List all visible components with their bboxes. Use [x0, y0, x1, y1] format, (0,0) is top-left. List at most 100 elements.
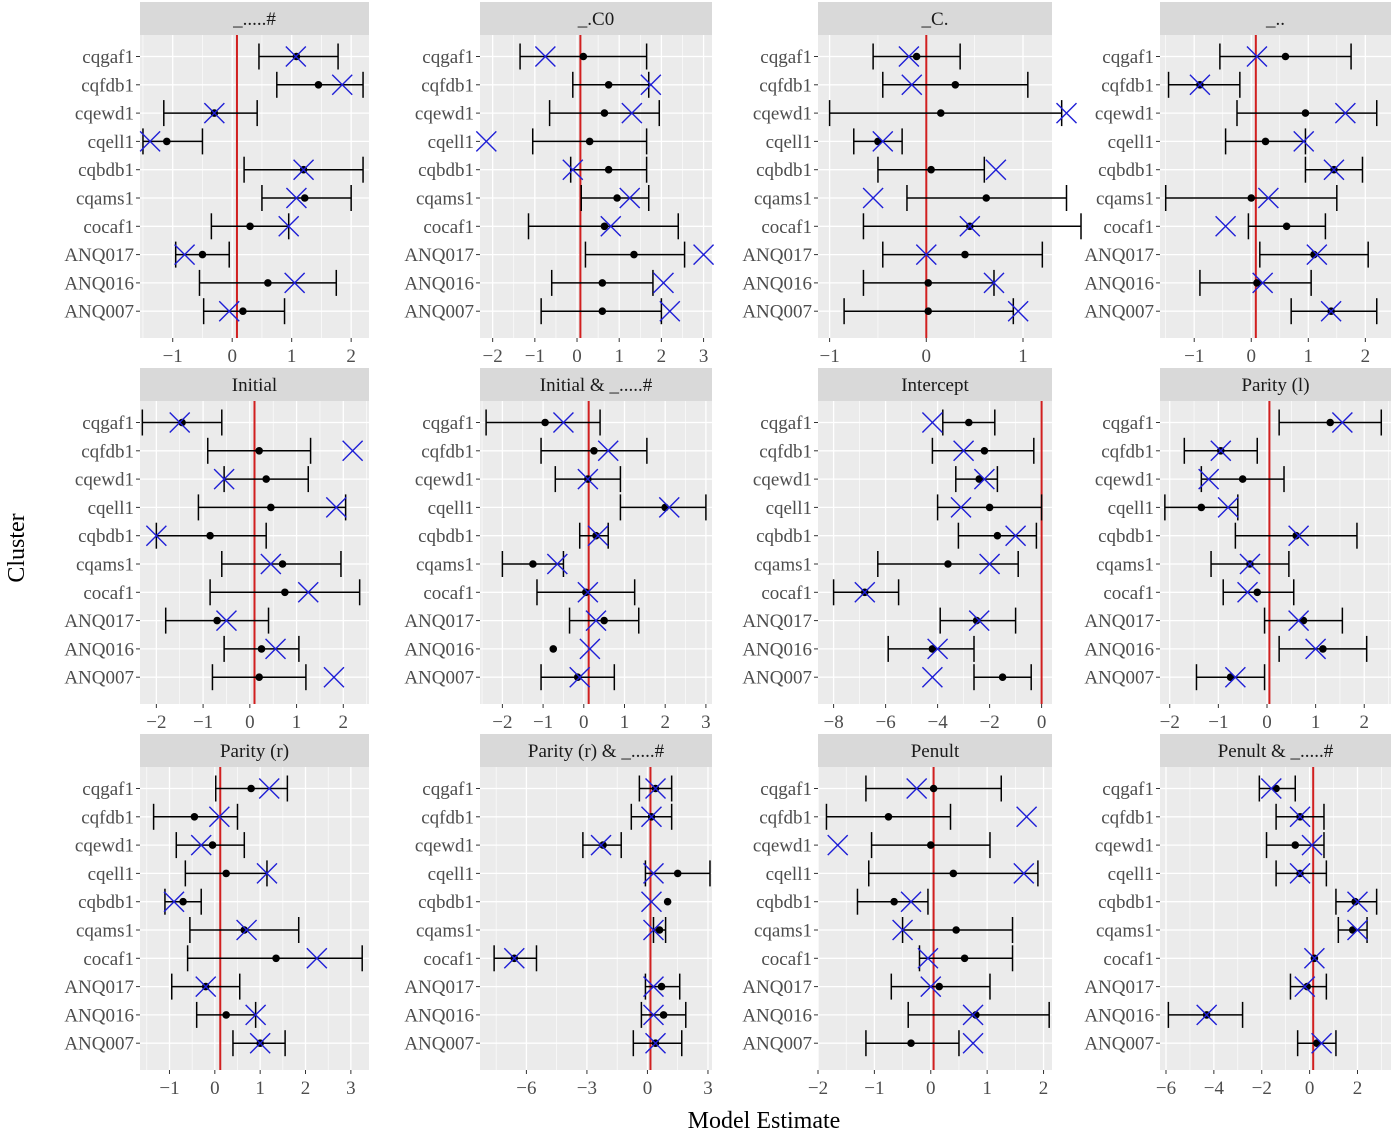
comparison-cross: [1007, 300, 1029, 322]
y-tick-label: cqgaf1: [82, 779, 134, 800]
comparison-cross: [169, 412, 191, 433]
comparison-cross: [900, 891, 922, 913]
y-tick-label: cqgaf1: [1102, 47, 1154, 68]
y-tick-label: cqams1: [1096, 189, 1154, 210]
comparison-cross: [546, 553, 568, 575]
y-tick-label: ANQ017: [404, 611, 474, 632]
y-tick-label: cocaf1: [1103, 583, 1154, 604]
estimate-point: [585, 137, 594, 146]
comparison-cross: [643, 976, 664, 998]
comparison-cross: [979, 553, 1001, 575]
comparison-cross: [983, 272, 1005, 294]
y-tick-label: cqell1: [766, 864, 812, 885]
x-tick-label: 0: [922, 346, 932, 367]
comparison-cross: [258, 778, 280, 799]
facet-panel-9: Parity (r) & _.....# −6 −3 0 3 cqgaf1 cqfdb1 cq…: [404, 734, 713, 1099]
estimate-point: [222, 1011, 230, 1019]
y-tick-label: cqgaf1: [760, 413, 812, 434]
comparison-cross: [1217, 496, 1239, 518]
comparison-cross: [921, 412, 943, 433]
x-tick-label: −1: [864, 1078, 884, 1099]
comparison-cross: [1294, 976, 1316, 998]
estimate-point: [1282, 222, 1291, 231]
y-tick-label: ANQ017: [1084, 611, 1154, 632]
estimate-point: [1351, 897, 1359, 906]
y-tick-label: ANQ017: [742, 245, 812, 266]
x-tick-label: −1: [163, 346, 183, 367]
comparison-cross: [265, 638, 287, 660]
comparison-cross: [278, 215, 300, 237]
comparison-cross: [862, 187, 884, 209]
estimate-point: [599, 841, 607, 849]
y-tick-label: cqams1: [416, 189, 474, 210]
x-tick-label: 0: [1247, 346, 1257, 367]
y-tick-label: ANQ016: [64, 273, 134, 294]
estimate-point: [912, 52, 921, 61]
y-tick-label: cqbdb1: [756, 160, 812, 181]
comparison-cross: [872, 130, 894, 152]
x-tick-label: −1: [525, 346, 545, 367]
x-tick-label: −4: [1204, 1078, 1225, 1099]
x-tick-label: −6: [516, 1078, 536, 1099]
comparison-cross: [331, 74, 353, 96]
facet-panel-11: Penult & _.....# −6 −4 −2 0 2 cqgaf1 cqfdb1 cqew…: [1084, 734, 1391, 1099]
estimate-point: [926, 841, 935, 849]
facet-panel-8: Parity (r) −1 0 1 2 3 cqgaf1 cqfdb1 cqewd1 cqell1…: [64, 734, 369, 1099]
y-tick-label: ANQ016: [1084, 639, 1154, 660]
y-tick-label: cqell1: [766, 132, 812, 153]
comparison-cross: [285, 46, 307, 67]
y-tick-label: ANQ016: [404, 273, 474, 294]
comparison-cross: [1257, 187, 1279, 209]
comparison-cross: [953, 440, 975, 462]
estimate-point: [960, 954, 969, 963]
estimate-point: [598, 307, 607, 316]
y-tick-label: ANQ007: [404, 668, 474, 689]
facet-title: Penult: [911, 741, 960, 762]
y-tick-label: cqewd1: [75, 470, 134, 491]
facet-panel-5: Initial & _.....# −2 −1 0 1 2 3 cqgaf1 cqfdb1 cqe…: [404, 368, 712, 733]
y-tick-label: cqfdb1: [759, 807, 812, 828]
y-tick-label: ANQ007: [64, 1034, 134, 1055]
facet-strip: [818, 734, 1052, 767]
y-tick-label: cqbdb1: [418, 526, 474, 547]
comparison-cross: [260, 553, 282, 575]
estimate-point: [630, 250, 638, 259]
comparison-cross: [693, 244, 715, 266]
estimate-point: [1261, 137, 1270, 146]
estimate-point: [267, 503, 275, 512]
estimate-point: [1238, 475, 1247, 483]
comparison-cross: [658, 496, 680, 518]
estimate-point: [972, 616, 981, 625]
y-tick-label: ANQ007: [742, 302, 812, 323]
x-tick-label: 0: [245, 712, 255, 733]
y-tick-label: cqams1: [76, 189, 134, 210]
x-tick-label: −1: [159, 1078, 179, 1099]
x-tick-label: 2: [1039, 1078, 1049, 1099]
panel-background: [480, 767, 712, 1070]
comparison-cross: [145, 525, 167, 547]
facet-title: Initial: [232, 375, 277, 396]
estimate-point: [935, 982, 944, 991]
y-tick-label: cocaf1: [1103, 949, 1154, 970]
comparison-cross: [325, 496, 347, 518]
comparison-cross: [293, 159, 315, 181]
y-tick-label: cqell1: [1108, 864, 1154, 885]
x-tick-label: −2: [808, 1078, 828, 1099]
facet-title: Penult & _.....#: [1218, 741, 1334, 762]
y-tick-label: ANQ017: [64, 611, 134, 632]
x-tick-label: 2: [657, 346, 667, 367]
y-tick-label: ANQ016: [1084, 273, 1154, 294]
comparison-cross: [652, 272, 674, 294]
y-tick-label: cqewd1: [415, 104, 474, 125]
estimate-point: [657, 982, 666, 991]
comparison-cross: [249, 1032, 271, 1054]
comparison-cross: [597, 440, 619, 462]
y-tick-label: ANQ007: [64, 302, 134, 323]
x-tick-label: 0: [579, 712, 589, 733]
estimate-point: [582, 588, 590, 597]
panel-background: [480, 35, 712, 338]
panel-background: [818, 767, 1052, 1070]
estimate-point: [1299, 616, 1308, 625]
x-tick-label: −4: [927, 712, 948, 733]
estimate-point: [208, 841, 217, 849]
